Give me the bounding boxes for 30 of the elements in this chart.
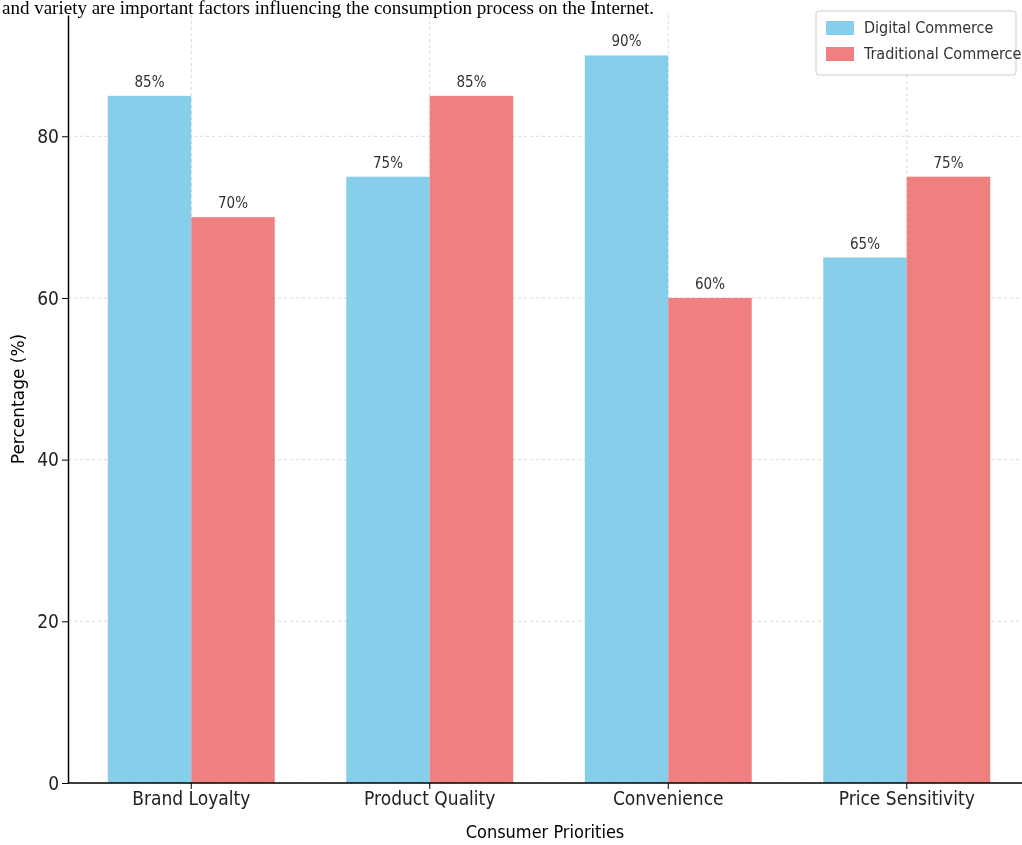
data-label: 85% bbox=[456, 72, 487, 91]
bar bbox=[107, 95, 192, 783]
x-tick-label: Brand Loyalty bbox=[132, 787, 251, 810]
legend-label: Traditional Commerce bbox=[863, 44, 1022, 63]
y-tick-label: 80 bbox=[37, 124, 59, 147]
x-tick-label: Product Quality bbox=[364, 787, 496, 810]
bar bbox=[668, 297, 752, 783]
data-label: 75% bbox=[933, 153, 964, 172]
x-axis-title: Consumer Priorities bbox=[465, 821, 625, 842]
y-tick-label: 40 bbox=[37, 448, 59, 471]
bar bbox=[584, 55, 669, 783]
data-label: 60% bbox=[694, 274, 726, 293]
data-label: 65% bbox=[850, 234, 881, 253]
y-axis-title: Percentage (%) bbox=[8, 333, 28, 465]
bar bbox=[191, 217, 275, 783]
y-tick-label: 20 bbox=[37, 609, 59, 632]
data-label: 85% bbox=[134, 72, 165, 91]
y-tick-label: 0 bbox=[48, 771, 59, 794]
data-label: 90% bbox=[611, 32, 642, 51]
legend-label: Digital Commerce bbox=[864, 18, 994, 37]
annotation: and variety are important factors influencing the consumption process on the Internet. bbox=[2, 0, 655, 18]
bar bbox=[906, 176, 991, 783]
bar bbox=[429, 95, 514, 783]
x-tick-label: Convenience bbox=[612, 787, 724, 810]
data-label: 75% bbox=[373, 153, 404, 172]
x-tick-label: Price Sensitivity bbox=[838, 787, 975, 810]
data-label: 70% bbox=[217, 194, 249, 213]
bar bbox=[823, 257, 907, 783]
y-tick-label: 60 bbox=[37, 286, 59, 309]
bar bbox=[346, 176, 430, 783]
